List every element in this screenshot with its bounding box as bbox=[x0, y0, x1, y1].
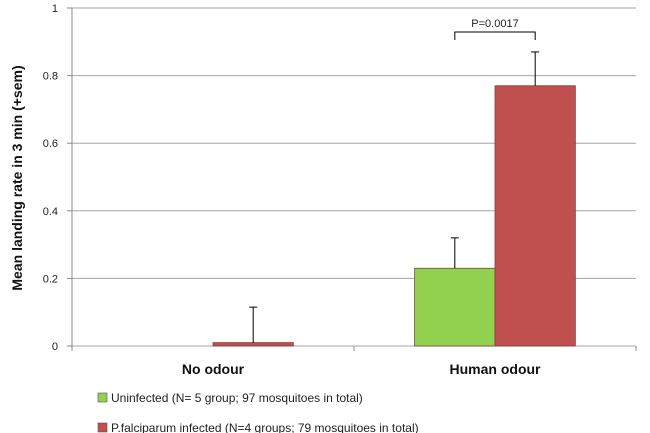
legend-swatch bbox=[97, 422, 108, 433]
significance-bracket bbox=[454, 31, 536, 40]
annotations: P=0.0017 bbox=[454, 18, 536, 40]
legend: Uninfected (N= 5 group; 97 mosquitoes in… bbox=[97, 391, 419, 433]
legend-label: Uninfected (N= 5 group; 97 mosquitoes in… bbox=[111, 391, 363, 405]
y-axis-label: Mean landing rate in 3 min (+sem) bbox=[9, 65, 25, 290]
bar bbox=[212, 342, 294, 347]
y-tick-label: 0.2 bbox=[43, 273, 58, 285]
y-tick-label: 0.6 bbox=[43, 138, 58, 150]
y-tick-label: 0 bbox=[52, 341, 58, 353]
x-category-label: Human odour bbox=[450, 361, 542, 377]
p-value-label: P=0.0017 bbox=[471, 18, 518, 30]
y-tick-label: 1 bbox=[52, 3, 58, 15]
y-tick-label: 0.4 bbox=[43, 206, 58, 218]
error-bars bbox=[249, 51, 540, 343]
bar bbox=[414, 267, 496, 347]
bars bbox=[212, 85, 576, 347]
legend-label: P.falciparum infected (N=4 groups; 79 mo… bbox=[111, 421, 419, 433]
x-category-label: No odour bbox=[182, 361, 245, 377]
bar bbox=[494, 85, 576, 347]
legend-swatch bbox=[97, 392, 108, 403]
y-axis-ticks: 0 0.2 0.4 0.6 0.8 1 bbox=[43, 3, 637, 353]
y-tick-label: 0.8 bbox=[43, 71, 58, 83]
x-axis-categories: No odour Human odour bbox=[182, 361, 541, 377]
